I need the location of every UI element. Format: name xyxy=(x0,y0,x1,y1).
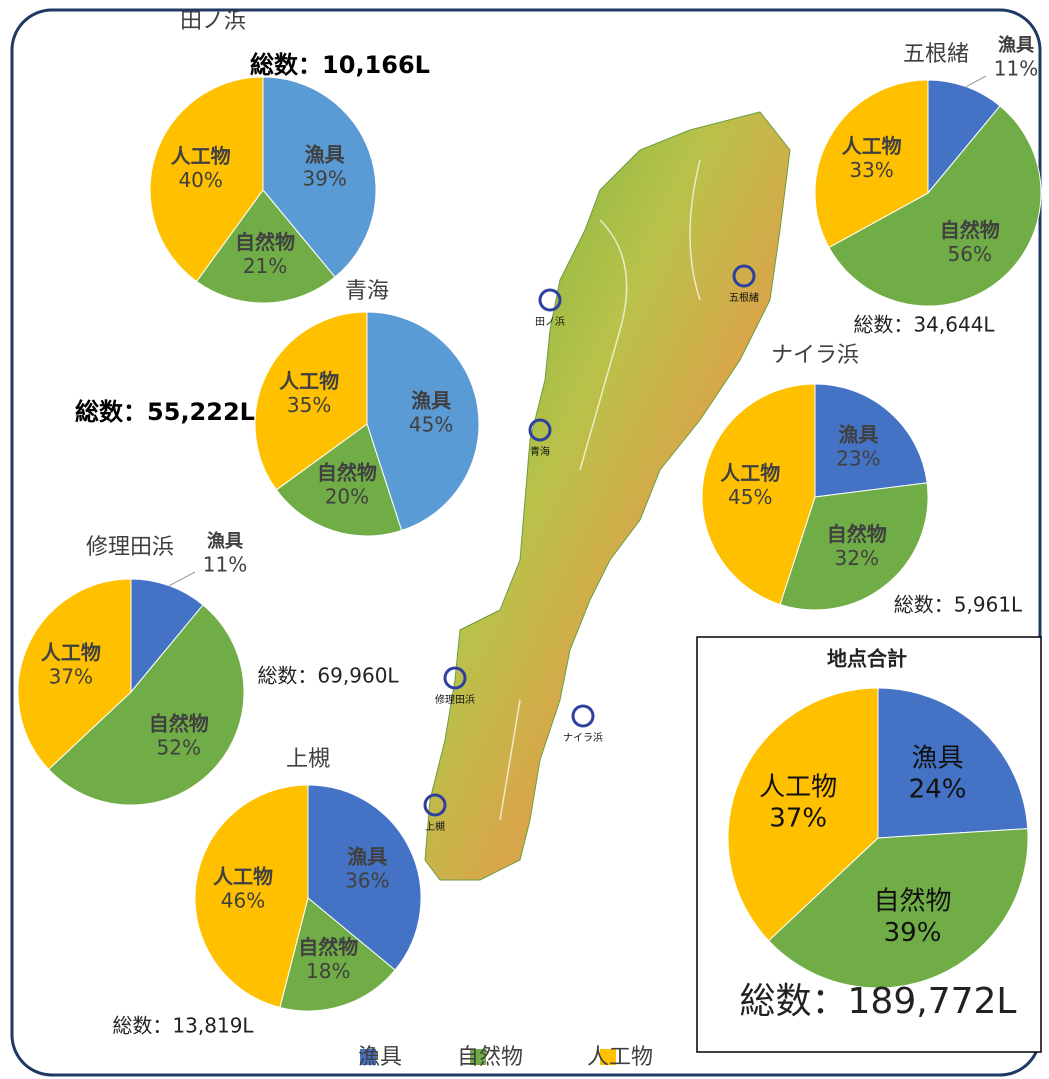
category-label: 漁具 xyxy=(411,388,451,412)
site-label: 五根緒 xyxy=(729,291,759,304)
total-label: 総数：13,819L xyxy=(112,1014,254,1038)
chart-title: 上槻 xyxy=(286,747,330,772)
value-label: 37% xyxy=(769,804,827,834)
value-label: 33% xyxy=(849,158,893,182)
category-label: 漁具 xyxy=(838,422,878,446)
category-label: 人工物 xyxy=(213,864,273,888)
category-label: 人工物 xyxy=(842,134,902,158)
legend-label: 人工物 xyxy=(587,1045,653,1070)
value-label: 36% xyxy=(345,869,389,893)
category-label: 人工物 xyxy=(171,144,231,168)
value-label: 20% xyxy=(325,484,369,508)
value-label: 40% xyxy=(178,168,222,192)
chart-title: 五根緒 xyxy=(903,42,969,67)
value-label: 56% xyxy=(948,242,992,266)
chart-title: 田ノ浜 xyxy=(180,9,246,34)
category-label: 漁具 xyxy=(207,530,243,552)
total-label: 総数：10,166L xyxy=(250,51,430,79)
value-label: 11% xyxy=(203,553,247,577)
value-label: 32% xyxy=(835,546,879,570)
value-label: 46% xyxy=(221,888,265,912)
legend-label: 自然物 xyxy=(457,1045,523,1070)
category-label: 自然物 xyxy=(235,230,295,254)
chart-title: ナイラ浜 xyxy=(771,343,859,368)
site-label: 青海 xyxy=(530,445,550,458)
category-label: 自然物 xyxy=(317,460,377,484)
category-label: 自然物 xyxy=(149,711,209,735)
category-label: 人工物 xyxy=(720,461,780,485)
category-label: 漁具 xyxy=(998,34,1034,56)
value-label: 45% xyxy=(409,412,453,436)
value-label: 35% xyxy=(287,393,331,417)
value-label: 18% xyxy=(306,959,350,983)
category-label: 漁具 xyxy=(347,845,387,869)
category-label: 人工物 xyxy=(41,640,101,664)
site-label: 上槻 xyxy=(425,820,445,833)
chart-title: 青海 xyxy=(345,279,389,304)
chart-title: 修理田浜 xyxy=(86,535,174,560)
category-label: 漁具 xyxy=(912,743,964,773)
value-label: 23% xyxy=(836,446,880,470)
category-label: 人工物 xyxy=(759,772,837,802)
value-label: 39% xyxy=(884,918,942,948)
category-label: 自然物 xyxy=(940,218,1000,242)
category-label: 自然物 xyxy=(827,522,887,546)
category-label: 人工物 xyxy=(279,369,339,393)
category-label: 自然物 xyxy=(874,887,952,917)
total-label: 総数：34,644L xyxy=(853,313,995,337)
site-label: 修理田浜 xyxy=(435,693,475,706)
value-label: 37% xyxy=(49,664,93,688)
value-label: 21% xyxy=(243,254,287,278)
site-label: ナイラ浜 xyxy=(563,732,603,744)
value-label: 39% xyxy=(302,166,346,190)
value-label: 45% xyxy=(728,485,772,509)
total-label: 総数：189,772L xyxy=(740,981,1017,1022)
legend-label: 漁具 xyxy=(358,1045,402,1070)
chart-title: 地点合計 xyxy=(827,647,907,671)
site-label: 田ノ浜 xyxy=(535,316,565,328)
category-label: 自然物 xyxy=(298,935,358,959)
value-label: 11% xyxy=(994,57,1038,81)
infographic: 田ノ浜漁具39%自然物21%人工物40%総数：10,166L青海漁具45%自然物… xyxy=(0,0,1049,1079)
total-label: 総数：69,960L xyxy=(257,664,399,688)
value-label: 52% xyxy=(157,735,201,759)
total-label: 総数：55,222L xyxy=(75,398,255,426)
total-label: 総数：5,961L xyxy=(894,593,1023,617)
category-label: 漁具 xyxy=(305,142,345,166)
value-label: 24% xyxy=(909,775,967,805)
